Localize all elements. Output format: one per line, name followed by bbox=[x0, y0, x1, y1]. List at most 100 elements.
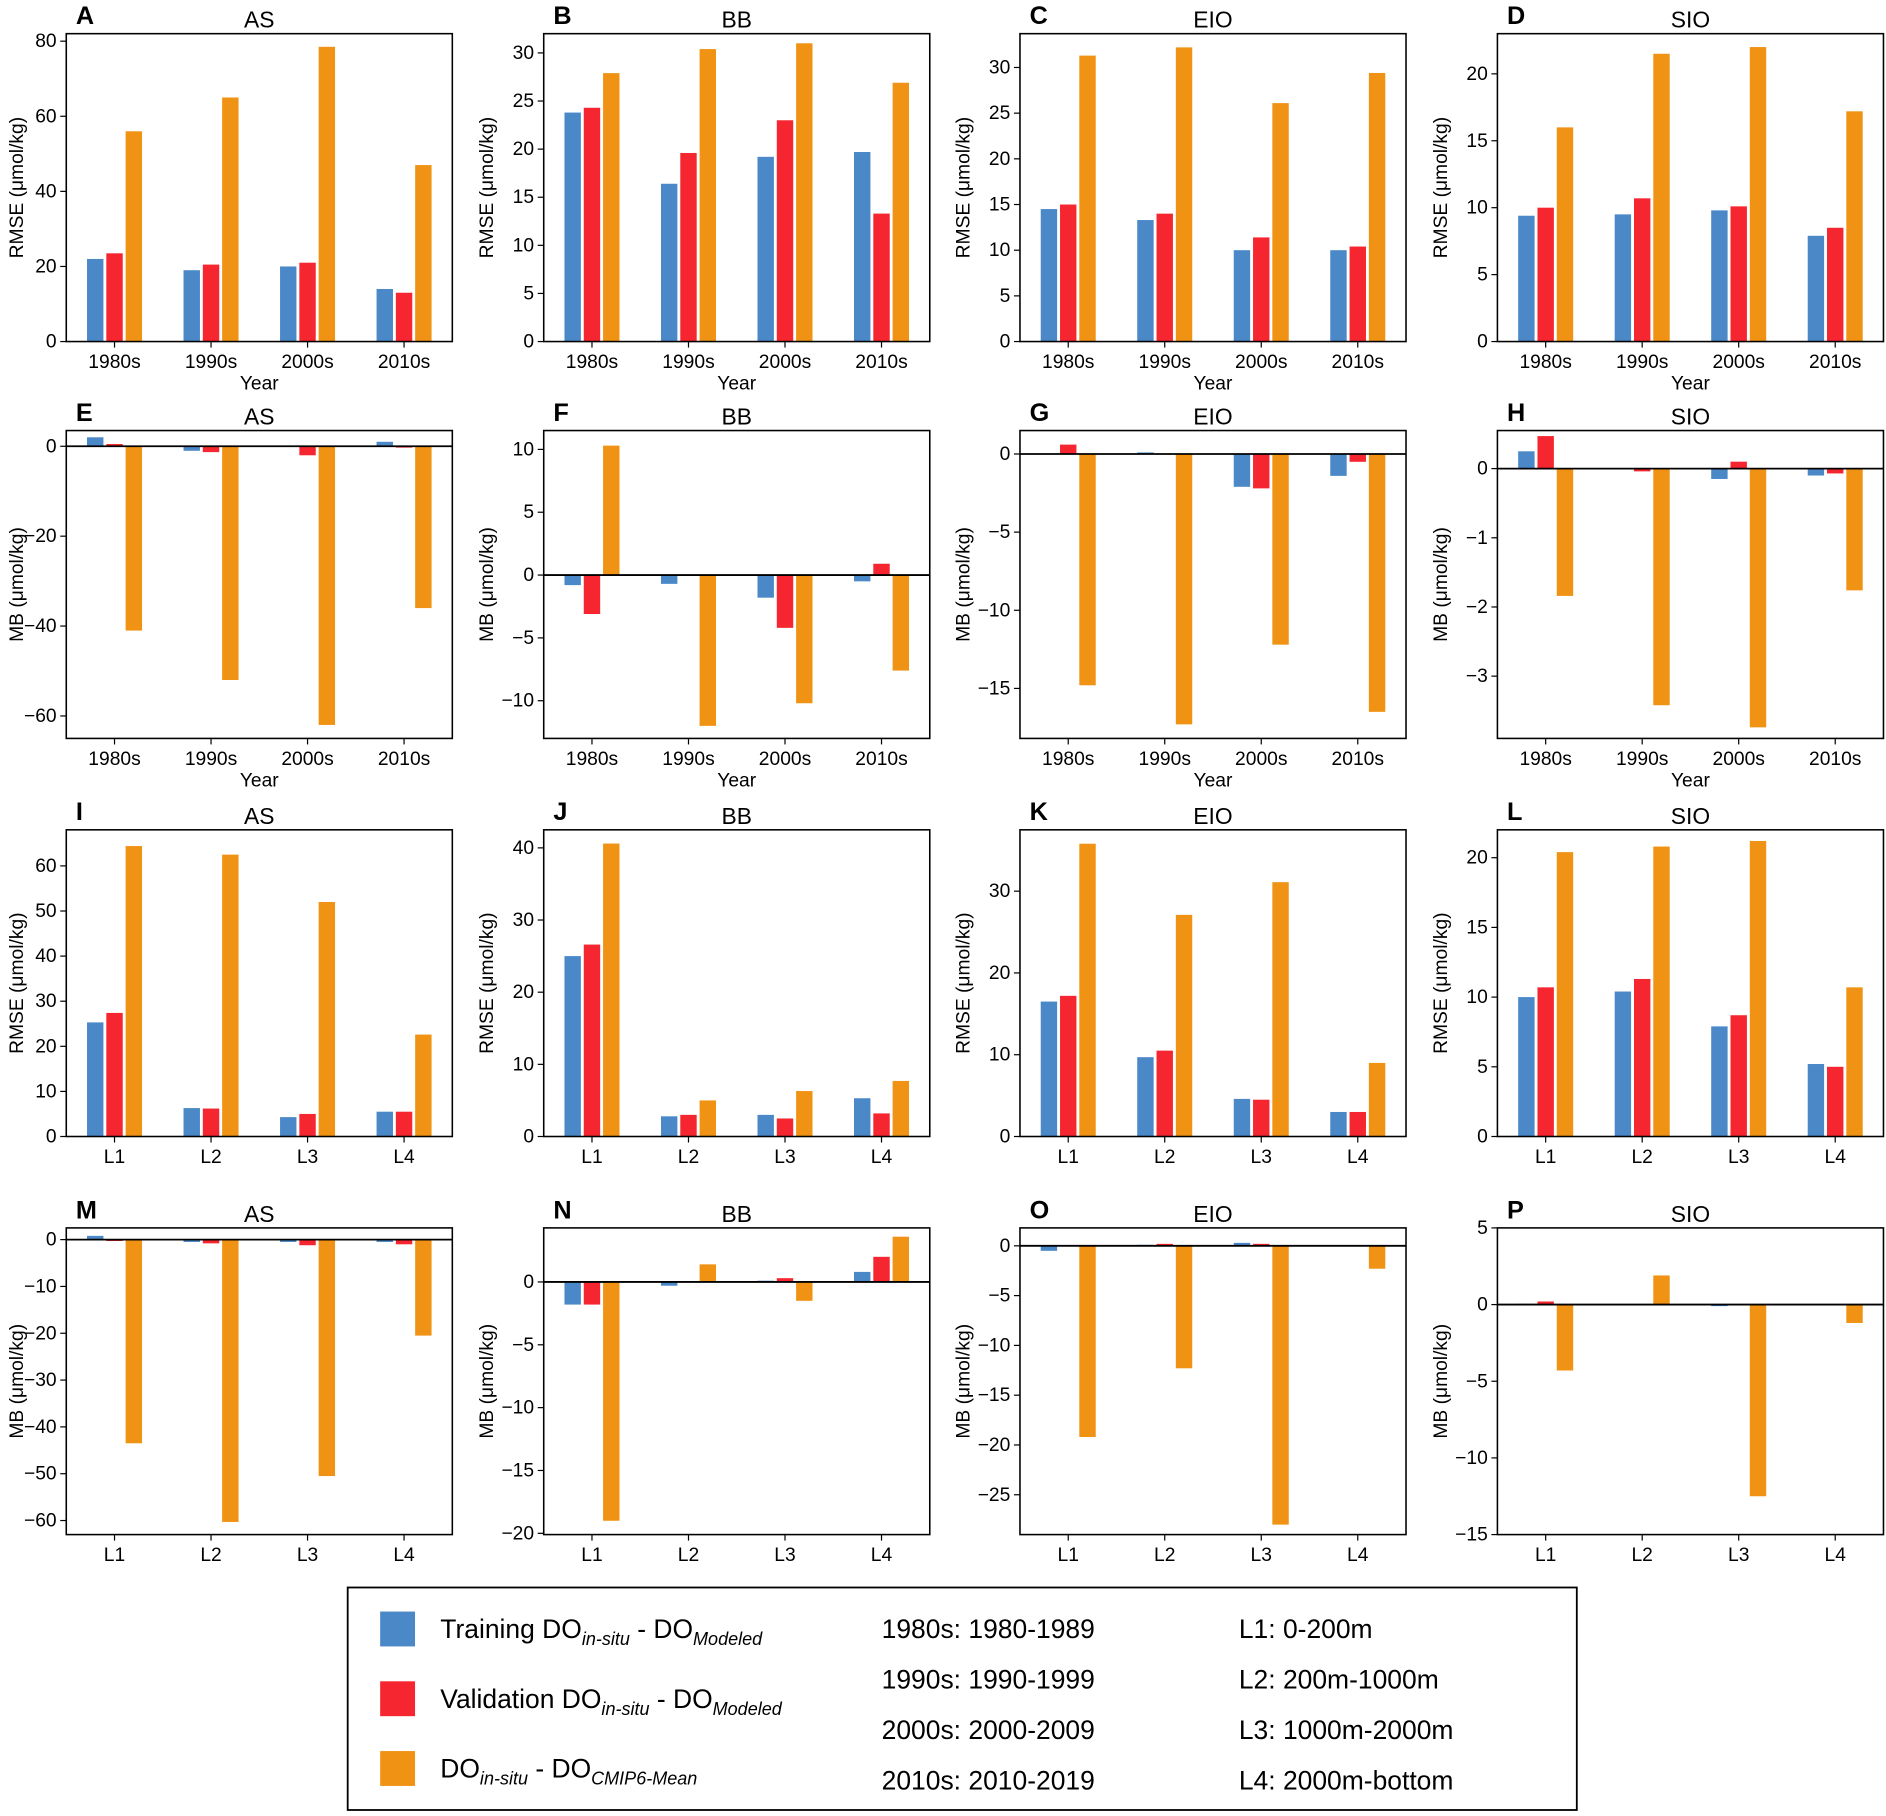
bar-training-l3 bbox=[1233, 1098, 1251, 1137]
legend-layer: L2: 200m-1000m bbox=[1239, 1665, 1439, 1695]
bar-training-1990s bbox=[1137, 220, 1154, 342]
bar-validation-l3 bbox=[1730, 1015, 1747, 1137]
y-tick-label: 5 bbox=[523, 502, 534, 523]
y-tick-label: 0 bbox=[523, 1127, 534, 1148]
x-tick-label: 1990s bbox=[1616, 749, 1668, 770]
x-axis-label: Year bbox=[717, 374, 756, 395]
panel-letter: D bbox=[1507, 2, 1525, 30]
x-tick-label: 2010s bbox=[855, 749, 907, 770]
x-tick-label: L1 bbox=[1058, 1545, 1079, 1566]
x-tick-label: L2 bbox=[1631, 1147, 1652, 1168]
y-tick-label: 30 bbox=[513, 43, 534, 64]
bar-cmip6-1980s bbox=[125, 446, 143, 631]
x-tick-label: L1 bbox=[1535, 1147, 1556, 1168]
bar-cmip6-l2 bbox=[1175, 914, 1193, 1137]
bar-cmip6-l1 bbox=[1556, 1304, 1574, 1371]
x-tick-label: 2010s bbox=[378, 352, 430, 373]
legend-subscript: Modeled bbox=[713, 1699, 783, 1719]
y-tick-label: −10 bbox=[501, 1398, 534, 1419]
panel-title: BB bbox=[722, 7, 752, 33]
bar-cmip6-2000s bbox=[1749, 468, 1767, 728]
x-tick-label: L1 bbox=[104, 1147, 125, 1168]
bar-training-l3 bbox=[757, 1114, 774, 1137]
bar-cmip6-l4 bbox=[415, 1034, 432, 1137]
bar-cmip6-l1 bbox=[1079, 843, 1096, 1137]
bar-cmip6-1990s bbox=[1653, 468, 1670, 706]
bar-training-1980s bbox=[564, 575, 581, 586]
bar-cmip6-2000s bbox=[796, 43, 813, 342]
panel-title: EIO bbox=[1193, 1201, 1232, 1227]
y-tick-label: −5 bbox=[988, 1286, 1010, 1307]
panel-j: J BB 0 10 20 30 40 L1 L2 L3 L4 RMSE (μmol/kg) bbox=[477, 798, 931, 1168]
x-tick-label: 2000s bbox=[759, 352, 811, 373]
y-tick-label: −50 bbox=[24, 1464, 57, 1485]
y-tick-label: 50 bbox=[35, 901, 56, 922]
bar-cmip6-l1 bbox=[1079, 1245, 1096, 1438]
y-tick-label: 0 bbox=[46, 1127, 57, 1148]
bar-cmip6-1990s bbox=[1175, 47, 1193, 342]
x-tick-label: L4 bbox=[871, 1147, 893, 1168]
y-tick-label: −2 bbox=[1466, 597, 1488, 618]
bar-validation-l3 bbox=[776, 1118, 794, 1137]
x-tick-label: L2 bbox=[200, 1545, 221, 1566]
bar-training-2010s bbox=[376, 441, 393, 447]
bar-validation-1990s bbox=[1156, 213, 1173, 342]
bar-validation-l1 bbox=[1060, 995, 1077, 1137]
x-tick-label: L1 bbox=[104, 1545, 125, 1566]
legend: Training DOin-situ - DOModeledValidation… bbox=[346, 1586, 1578, 1811]
y-tick-label: 10 bbox=[1466, 198, 1487, 219]
y-tick-label: 15 bbox=[1466, 131, 1487, 152]
bar-training-l1 bbox=[564, 956, 581, 1137]
x-tick-label: L3 bbox=[1728, 1545, 1749, 1566]
panel-letter: O bbox=[1030, 1196, 1050, 1224]
bar-cmip6-l2 bbox=[699, 1264, 716, 1282]
x-tick-label: L4 bbox=[1825, 1545, 1847, 1566]
panel-l: L SIO 0 5 10 15 20 L1 L2 L3 L4 RMSE (μmol/kg) bbox=[1431, 798, 1885, 1168]
axes-frame bbox=[1496, 829, 1885, 1138]
y-tick-label: −15 bbox=[1455, 1525, 1488, 1546]
x-tick-label: 1980s bbox=[1042, 352, 1094, 373]
legend-period: 1980s: 1980-1989 bbox=[882, 1614, 1095, 1644]
y-tick-label: −10 bbox=[978, 1335, 1011, 1356]
x-tick-label: L4 bbox=[1347, 1545, 1369, 1566]
bar-cmip6-1980s bbox=[1556, 468, 1574, 596]
bar-validation-2010s bbox=[1827, 227, 1844, 342]
axes-frame bbox=[1496, 1227, 1885, 1536]
bar-cmip6-2000s bbox=[1749, 47, 1767, 342]
y-tick-label: 0 bbox=[1477, 459, 1488, 480]
panel-letter: E bbox=[76, 399, 93, 427]
y-tick-label: 0 bbox=[1000, 444, 1011, 465]
bar-training-l2 bbox=[1614, 991, 1632, 1137]
x-tick-label: 2000s bbox=[1235, 749, 1287, 770]
y-tick-label: −20 bbox=[24, 526, 57, 547]
y-axis-label: MB (μmol/kg) bbox=[1431, 527, 1452, 642]
x-tick-label: L2 bbox=[1631, 1545, 1652, 1566]
legend-entry-cmip6: DOin-situ - DOCMIP6-Mean bbox=[440, 1754, 697, 1789]
y-axis-label: RMSE (μmol/kg) bbox=[1431, 912, 1452, 1053]
legend-period: 2000s: 2000-2009 bbox=[882, 1715, 1095, 1745]
panel-g: G EIO −15 −10 −5 0 1980s 1990s 2000s 2010s MB (μmo… bbox=[953, 399, 1407, 792]
bar-training-l3 bbox=[280, 1117, 297, 1137]
bar-training-l2 bbox=[183, 1108, 200, 1137]
bar-cmip6-2010s bbox=[1368, 453, 1386, 712]
y-tick-label: 5 bbox=[523, 283, 534, 304]
bar-cmip6-2010s bbox=[415, 165, 432, 342]
bar-cmip6-l1 bbox=[603, 1281, 620, 1521]
bar-cmip6-2010s bbox=[1368, 72, 1386, 342]
y-tick-label: 25 bbox=[989, 103, 1010, 124]
x-tick-label: L1 bbox=[1535, 1545, 1556, 1566]
y-tick-label: 15 bbox=[989, 195, 1010, 216]
bar-validation-1980s bbox=[1537, 207, 1554, 342]
bar-validation-l1 bbox=[583, 944, 601, 1137]
x-tick-label: L3 bbox=[297, 1545, 318, 1566]
x-tick-label: L2 bbox=[200, 1147, 221, 1168]
y-axis-label: MB (μmol/kg) bbox=[477, 527, 498, 642]
y-tick-label: −15 bbox=[978, 1385, 1011, 1406]
legend-period: 2010s: 2010-2019 bbox=[882, 1766, 1095, 1796]
bar-cmip6-l1 bbox=[1556, 852, 1574, 1137]
bar-cmip6-l2 bbox=[222, 1239, 239, 1522]
y-tick-label: −60 bbox=[24, 1511, 57, 1532]
bar-training-l2 bbox=[660, 1281, 678, 1286]
bar-validation-1990s bbox=[202, 264, 220, 342]
